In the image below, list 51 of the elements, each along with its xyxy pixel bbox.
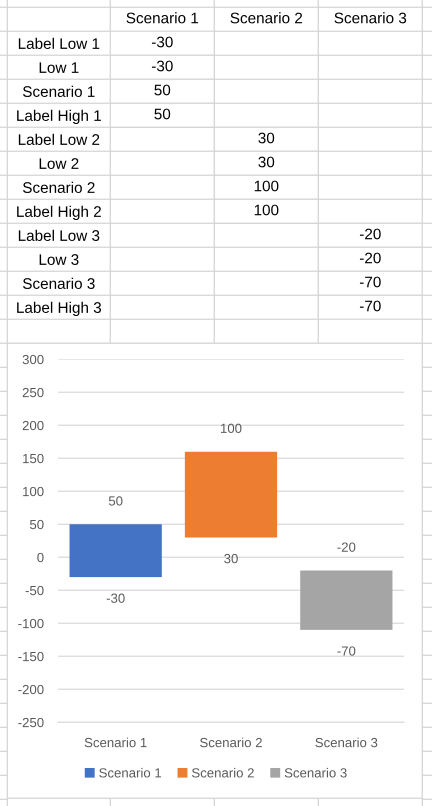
y-tick-label: 0 — [37, 552, 44, 562]
data-label: 100 — [254, 180, 278, 192]
y-tick-label: -50 — [26, 586, 44, 596]
annotation: -30 — [106, 594, 125, 603]
data-label: -70 — [360, 276, 381, 288]
y-tick-label: Label Low 3 — [18, 230, 100, 241]
y-tick-label: -250 — [18, 718, 44, 728]
y-tick-label: Label Low 2 — [18, 134, 100, 145]
data-label: 50 — [154, 108, 170, 120]
annotation: 30 — [224, 554, 238, 564]
y-tick-label: -200 — [18, 684, 44, 694]
y-tick-label: Low 1 — [40, 62, 78, 73]
y-tick-label: Label Low 1 — [18, 38, 100, 49]
y-tick-label: 300 — [22, 354, 44, 364]
annotation: -70 — [337, 646, 356, 656]
y-tick-label: Scenario 1 — [22, 86, 95, 97]
annotation: -20 — [337, 542, 356, 552]
x-tick-label: Scenario 2 — [230, 12, 302, 24]
annotation: 100 — [221, 424, 242, 434]
y-tick-label: -150 — [18, 652, 44, 662]
y-tick-label: Scenario 3 — [22, 278, 95, 289]
data-label: -30 — [152, 36, 173, 48]
y-tick-label: Label High 1 — [17, 110, 101, 124]
legend-label: Scenario 2 — [192, 768, 254, 778]
y-tick-label: 150 — [23, 454, 44, 464]
data-label: -70 — [360, 300, 381, 312]
x-tick-label: Scenario 3 — [315, 738, 378, 748]
data-label: 30 — [258, 132, 274, 144]
data-label: -30 — [152, 60, 173, 72]
data-label: 30 — [258, 156, 274, 168]
data-label: -20 — [360, 228, 381, 240]
data-label: 100 — [254, 204, 278, 216]
x-tick-label: Scenario 1 — [84, 738, 147, 748]
data-label: 50 — [154, 84, 170, 96]
y-tick-label: 200 — [22, 420, 44, 430]
data-label: -20 — [360, 252, 381, 264]
y-tick-label: Label High 3 — [17, 302, 102, 316]
y-tick-label: 250 — [22, 388, 44, 398]
y-tick-label: Label High 2 — [17, 206, 101, 220]
y-tick-label: Low 3 — [40, 254, 79, 265]
annotation: 50 — [108, 496, 122, 506]
x-tick-label: Scenario 2 — [200, 738, 262, 748]
x-tick-label: Scenario 3 — [334, 12, 406, 24]
legend-label: Scenario 1 — [99, 768, 162, 778]
y-tick-label: 50 — [30, 520, 44, 530]
x-tick-label: Scenario 1 — [126, 12, 198, 24]
legend-label: Scenario 3 — [284, 768, 347, 778]
y-tick-label: Scenario 2 — [22, 182, 95, 193]
y-tick-label: 100 — [23, 486, 44, 496]
y-tick-label: Low 2 — [40, 158, 78, 169]
y-tick-label: -100 — [18, 618, 44, 628]
